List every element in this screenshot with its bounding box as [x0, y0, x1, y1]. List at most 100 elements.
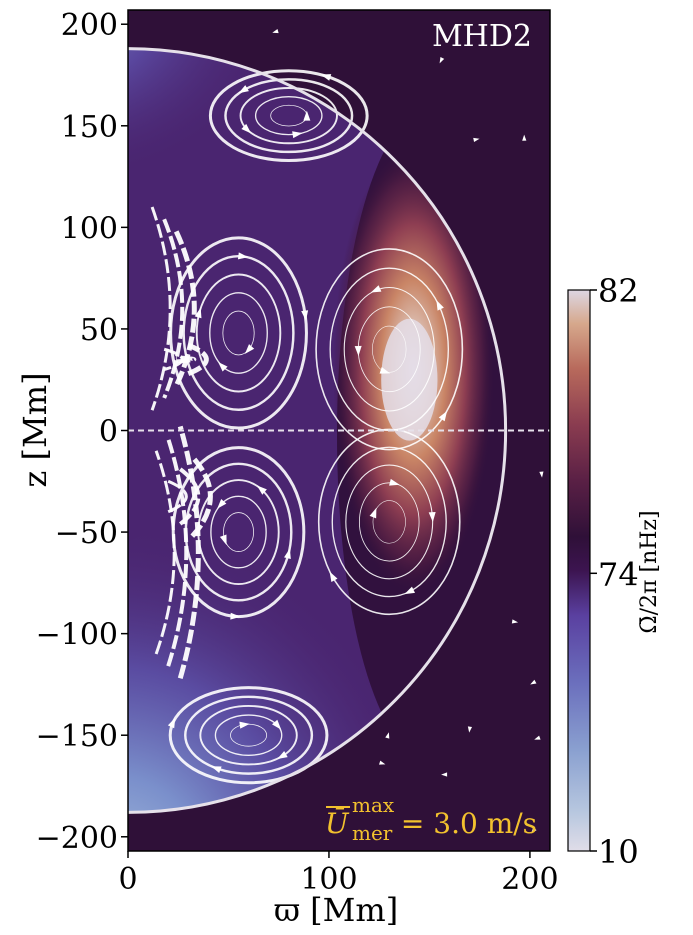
- streamline: [315, 248, 464, 451]
- annotation-subscript: mer: [352, 821, 393, 845]
- streamline: [154, 450, 176, 655]
- annotation-symbol: Ū: [325, 807, 350, 840]
- flow-arrow: [292, 131, 303, 139]
- flow-arrow: [303, 110, 311, 121]
- flow-arrow: [230, 612, 241, 620]
- y-axis-title: z [Mm]: [16, 372, 54, 487]
- exterior-arrow: [379, 760, 386, 765]
- streamline: [167, 479, 188, 514]
- exterior-arrow: [439, 57, 445, 64]
- y-tick-label: 0: [99, 415, 118, 450]
- exterior-arrow: [530, 679, 537, 685]
- colorbar-gradient: [567, 289, 591, 852]
- flow-arrow: [217, 498, 227, 509]
- streamline: [317, 428, 461, 616]
- max-velocity-annotation: Ū max mer = 3.0 m/s: [325, 793, 537, 845]
- y-axis: 200 150 100 50 0 −50 −100 −150 −200: [36, 8, 128, 856]
- flow-arrow: [438, 410, 448, 422]
- exterior-arrow: [534, 735, 541, 740]
- flow-arrow: [369, 507, 377, 519]
- north-upper-cell: [208, 69, 369, 163]
- flow-arrow: [354, 345, 362, 357]
- flow-arrow: [241, 123, 252, 134]
- flow-arrow: [272, 719, 282, 730]
- flow-arrow: [389, 478, 400, 486]
- panel-label: MHD2: [432, 19, 532, 54]
- streamline: [222, 310, 255, 356]
- colorbar-tick-label: 10: [598, 833, 639, 871]
- south-outer-cell: [317, 428, 461, 616]
- flow-arrow: [218, 361, 228, 372]
- exterior-arrow: [531, 827, 537, 834]
- slow-rotation-south: [128, 521, 400, 813]
- flow-arrow: [237, 252, 249, 260]
- exterior-arrow: [539, 471, 544, 478]
- streamline: [372, 325, 407, 373]
- flow-arrow: [404, 586, 416, 595]
- flow-arrow: [277, 751, 288, 760]
- axis-flow-lines: [150, 206, 213, 680]
- flow-arrow: [167, 717, 176, 729]
- streamline: [358, 482, 420, 562]
- north-outer-cell: [315, 248, 464, 451]
- x-axis: 0 100 200: [118, 851, 559, 897]
- exterior-arrow: [272, 29, 279, 34]
- flow-arrow: [211, 766, 222, 774]
- y-tick-label: 50: [80, 313, 118, 348]
- flow-arrow: [238, 85, 249, 94]
- exterior-arrow: [467, 726, 473, 733]
- y-tick-label: 200: [61, 8, 118, 43]
- streamline: [199, 705, 298, 766]
- streamline: [239, 87, 338, 145]
- flow-arrow: [284, 548, 291, 560]
- overlay-lines: [128, 47, 550, 814]
- colorbar: 82 74 10 Ω̄/2π [nHz]: [567, 272, 662, 871]
- flow-arrow: [257, 485, 267, 495]
- y-tick-label: −200: [36, 821, 118, 856]
- streamline: [195, 273, 282, 393]
- streamline: [150, 206, 172, 411]
- y-tick-label: −150: [36, 719, 118, 754]
- streamline: [184, 695, 314, 775]
- y-tick-label: 150: [61, 110, 118, 145]
- streamline: [214, 714, 283, 756]
- y-tick-label: −50: [55, 516, 118, 551]
- exterior-arrow: [385, 732, 390, 739]
- streamline: [343, 286, 435, 412]
- north-mid-cell: [169, 236, 309, 430]
- streamline: [209, 292, 268, 374]
- exterior-arrow: [511, 619, 519, 624]
- exterior-arrow: [522, 134, 527, 141]
- streamline: [166, 438, 189, 667]
- flow-arrow: [329, 571, 338, 583]
- streamline: [210, 495, 267, 569]
- exterior-arrow: [473, 137, 480, 142]
- annotation-text: = 3.0 m/s: [392, 807, 537, 840]
- streamline: [331, 446, 447, 598]
- streamline: [254, 95, 323, 136]
- x-axis-title: ϖ [Mm]: [274, 891, 398, 929]
- flow-arrow: [219, 534, 227, 546]
- streamline: [187, 342, 209, 376]
- slow-rotation-north: [128, 48, 329, 208]
- flow-arrow: [320, 74, 332, 81]
- streamline: [372, 500, 406, 544]
- exterior-arrow: [441, 772, 448, 777]
- flow-arrow: [301, 310, 309, 321]
- streamline: [345, 464, 434, 580]
- x-tick-label: 100: [300, 862, 357, 897]
- y-tick-label: 100: [61, 211, 118, 246]
- y-tick-label: −100: [36, 618, 118, 653]
- streamline: [176, 355, 197, 364]
- streamline: [223, 512, 254, 552]
- flow-arrow: [379, 366, 391, 374]
- streamline: [162, 218, 185, 399]
- colorbar-ticks: 82 74 10: [590, 272, 639, 871]
- x-tick-label: 0: [118, 862, 137, 897]
- streamline: [177, 425, 201, 680]
- flow-arrow: [194, 307, 202, 319]
- streamline: [224, 78, 354, 154]
- streamline: [173, 230, 197, 387]
- streamline: [208, 69, 369, 163]
